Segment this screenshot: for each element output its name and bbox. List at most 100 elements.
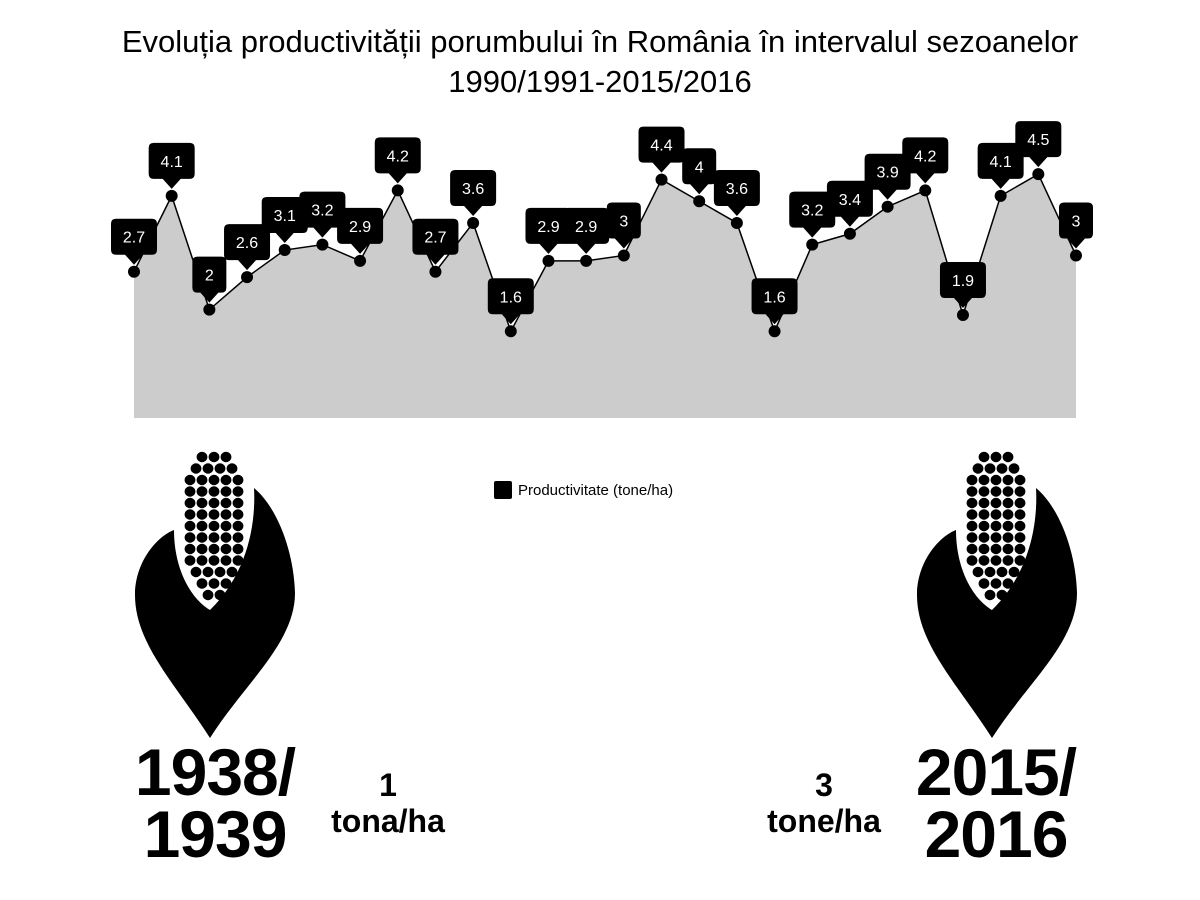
data-label-callout	[751, 278, 798, 325]
data-point	[165, 189, 178, 202]
data-label: 3	[1072, 213, 1081, 230]
corn-kernel	[996, 589, 1008, 601]
corn-kernel	[996, 463, 1008, 474]
corn-kernel	[1008, 463, 1020, 474]
chart-title-line1: Evoluția productivității porumbului în R…	[121, 24, 1079, 59]
corn-kernel	[978, 532, 990, 543]
data-label-callout	[939, 262, 986, 309]
data-point	[580, 254, 593, 267]
corn-icon	[916, 451, 1077, 738]
corn-kernel	[190, 463, 202, 474]
corn-kernel	[1014, 555, 1026, 566]
corn-husk-shape	[916, 488, 1077, 738]
corn-kernel	[232, 509, 244, 520]
corn-kernel	[196, 509, 208, 520]
data-point	[919, 184, 932, 197]
data-label: 4.2	[914, 148, 936, 165]
corn-kernel	[220, 497, 232, 509]
corn-kernel	[1002, 578, 1014, 589]
corn-kernel	[990, 509, 1002, 520]
corn-icon	[134, 451, 295, 738]
data-point	[1032, 168, 1045, 181]
corn-kernel	[978, 474, 990, 486]
corn-kernel	[1002, 532, 1014, 543]
data-point	[730, 216, 743, 229]
data-label: 3.9	[876, 165, 898, 182]
corn-kernel	[1014, 497, 1026, 509]
data-label: 3.2	[801, 203, 823, 220]
corn-kernel	[184, 486, 196, 497]
corn-kernel	[184, 555, 196, 566]
corn-kernel	[1014, 474, 1026, 486]
data-label: 1.9	[952, 273, 974, 290]
data-label: 4	[695, 159, 704, 176]
corn-kernel	[232, 486, 244, 497]
corn-kernel	[220, 451, 232, 463]
corn-kernel	[990, 451, 1002, 463]
data-label-callout	[826, 180, 873, 227]
corn-kernel	[220, 578, 232, 589]
data-point	[617, 249, 630, 262]
corn-kernel	[184, 532, 196, 543]
corn-kernel	[196, 578, 208, 589]
data-point	[504, 325, 517, 338]
data-label-callout	[487, 278, 534, 325]
data-label-callout	[1015, 121, 1062, 168]
corn-kernel	[978, 451, 990, 463]
corn-kernel	[1002, 486, 1014, 497]
corn-kernel	[978, 486, 990, 497]
corn-kernel	[214, 589, 226, 601]
corn-kernel	[220, 543, 232, 555]
corn-kernels	[966, 451, 1026, 601]
corn-kernel	[996, 566, 1008, 578]
data-label: 3.6	[462, 181, 484, 198]
data-label: 2.9	[537, 219, 559, 236]
corn-kernel	[990, 486, 1002, 497]
data-label-callout	[412, 218, 459, 265]
data-label-callout	[192, 256, 227, 303]
data-label: 2.9	[349, 219, 371, 236]
end-season-year: 2015/ 2016	[915, 735, 1077, 871]
data-point	[128, 265, 140, 278]
corn-kernel	[208, 509, 220, 520]
series-line	[133, 173, 1077, 334]
corn-kernel	[208, 532, 220, 543]
legend-swatch	[494, 481, 512, 499]
corn-kernel	[966, 486, 978, 497]
data-point	[542, 254, 555, 267]
corn-kernel	[196, 543, 208, 555]
corn-kernel	[220, 509, 232, 520]
data-point	[391, 184, 404, 197]
corn-kernel	[1014, 486, 1026, 497]
corn-kernel	[208, 474, 220, 486]
corn-kernel	[966, 497, 978, 509]
corn-kernel	[1002, 474, 1014, 486]
corn-kernel	[1002, 543, 1014, 555]
data-point	[1070, 249, 1082, 262]
corn-husk-shape	[134, 488, 295, 738]
corn-kernel	[184, 520, 196, 532]
corn-kernel	[1014, 520, 1026, 532]
corn-kernel	[196, 532, 208, 543]
data-label-callout	[224, 224, 271, 271]
corn-kernel	[214, 463, 226, 474]
end-season-yield: 3 tone/ha	[767, 767, 881, 839]
corn-kernel	[1008, 566, 1020, 578]
data-label-callout	[902, 137, 949, 184]
area-chart: 2.7 4.1 2 2.6 3.1 3.2 2.9 4.2 2.7 3.6 1.6 2.9 2.9 3 4.…	[111, 121, 1093, 418]
data-label: 1.6	[500, 289, 522, 306]
data-label: 2.6	[236, 235, 258, 252]
data-label: 3	[619, 213, 628, 230]
corn-kernel	[184, 509, 196, 520]
data-label-callout	[261, 197, 308, 244]
corn-kernel	[208, 486, 220, 497]
corn-kernel	[972, 463, 984, 474]
corn-kernel	[978, 543, 990, 555]
data-label: 3.4	[839, 192, 861, 209]
data-label: 4.4	[650, 138, 672, 155]
start-season-yield: 1 tona/ha	[331, 767, 445, 839]
series-area	[134, 174, 1076, 418]
corn-kernel	[184, 474, 196, 486]
chart-title: Evoluția productivității porumbului în R…	[0, 22, 1200, 102]
corn-kernel	[208, 451, 220, 463]
